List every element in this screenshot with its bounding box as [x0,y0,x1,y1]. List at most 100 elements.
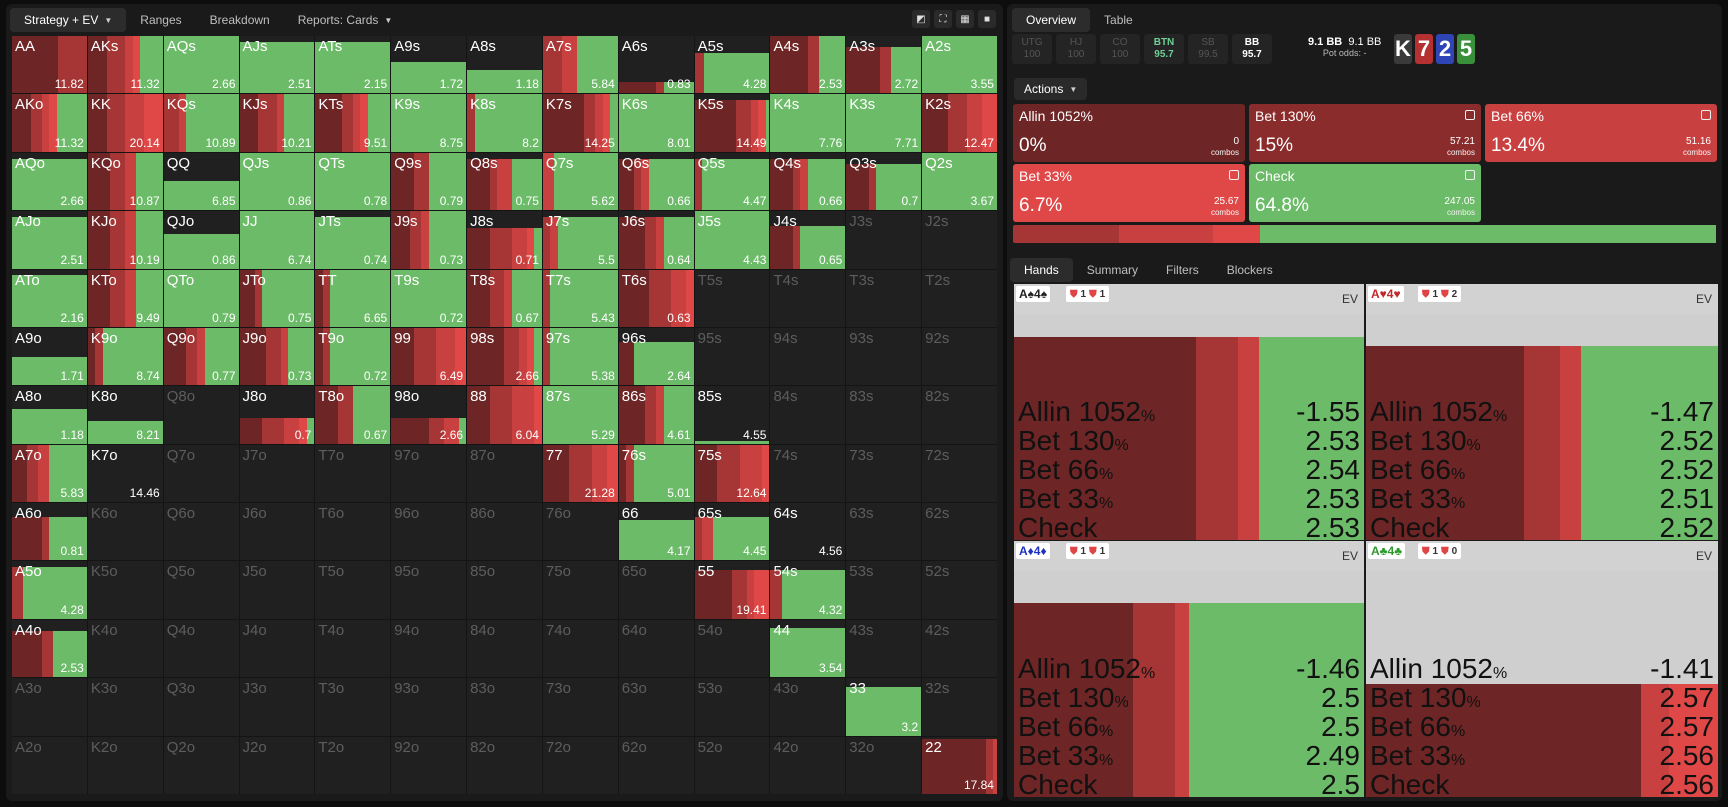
hand-cell-T4o[interactable]: T4o [315,619,391,678]
hand-cell-32s[interactable]: 32s [922,678,997,736]
hand-cell-AQs[interactable]: AQs 2.66 [163,36,239,94]
hand-cell-Q6o[interactable]: Q6o [163,503,239,561]
hand-cell-75s[interactable]: 75s 12.64 [694,444,770,503]
hand-cell-93o[interactable]: 93o [391,678,467,736]
hand-cell-K7s[interactable]: K7s 14.25 [542,94,618,152]
compress-icon[interactable]: ⛶ [934,10,952,28]
hand-cell-65s[interactable]: 65s 4.45 [694,503,770,561]
hand-cell-Q5s[interactable]: Q5s 4.47 [694,152,770,211]
hand-cell-85s[interactable]: 85s 4.55 [694,386,770,444]
hand-cell-98s[interactable]: 98s 2.66 [467,327,542,386]
hand-cell-44[interactable]: 44 3.54 [770,619,846,678]
hand-cell-97s[interactable]: 97s 5.38 [542,327,618,386]
hand-cell-Q2s[interactable]: Q2s 3.67 [922,152,997,211]
hand-cell-97o[interactable]: 97o [391,444,467,503]
hand-panel-4[interactable]: A♣4♣ ⛊ 1 ⛊ 0 EV Allin 1052% -1.41 Bet 130% 2.57 Be… [1366,541,1718,797]
hand-cell-92o[interactable]: 92o [391,736,467,794]
hand-cell-73o[interactable]: 73o [542,678,618,736]
tab-hands[interactable]: Hands [1010,258,1073,282]
hand-cell-96o[interactable]: 96o [391,503,467,561]
seat-utg[interactable]: UTG 100 [1012,34,1052,64]
hand-cell-K3s[interactable]: K3s 7.71 [846,94,922,152]
tab-filters[interactable]: Filters [1166,263,1199,277]
hand-cell-K6s[interactable]: K6s 8.01 [618,94,694,152]
hand-cell-22[interactable]: 22 17.84 [922,736,997,794]
hand-cell-A7s[interactable]: A7s 5.84 [542,36,618,94]
tab-overview[interactable]: Overview [1012,8,1091,32]
hand-cell-42o[interactable]: 42o [770,736,846,794]
hand-cell-J3s[interactable]: J3s [846,211,922,269]
hand-cell-K4s[interactable]: K4s 7.76 [770,94,846,152]
hand-cell-J4s[interactable]: J4s 0.65 [770,211,846,269]
hand-cell-K6o[interactable]: K6o [87,503,163,561]
hand-cell-75o[interactable]: 75o [542,561,618,619]
hand-cell-72s[interactable]: 72s [922,444,997,503]
hand-cell-T3s[interactable]: T3s [846,269,922,327]
hand-cell-T4s[interactable]: T4s [770,269,846,327]
hand-cell-J2o[interactable]: J2o [239,736,315,794]
hand-panel-1[interactable]: A♠4♠ ⛊ 1 ⛊ 1 EV Allin 1052% -1.55 Bet 130% 2.53 Be… [1014,284,1364,540]
hand-cell-A6s[interactable]: A6s 0.83 [618,36,694,94]
hand-cell-A4o[interactable]: A4o 2.53 [12,619,87,678]
hand-cell-63o[interactable]: 63o [618,678,694,736]
hand-cell-73s[interactable]: 73s [846,444,922,503]
hand-cell-76o[interactable]: 76o [542,503,618,561]
hand-cell-Q3s[interactable]: Q3s 0.7 [846,152,922,211]
hand-cell-T9o[interactable]: T9o 0.72 [315,327,391,386]
hand-cell-43s[interactable]: 43s [846,619,922,678]
hand-cell-83s[interactable]: 83s [846,386,922,444]
hand-cell-T5s[interactable]: T5s [694,269,770,327]
hand-cell-A8o[interactable]: A8o 1.18 [12,386,87,444]
hand-cell-86s[interactable]: 86s 4.61 [618,386,694,444]
details-icon[interactable] [1229,170,1239,180]
hand-cell-A4s[interactable]: A4s 2.53 [770,36,846,94]
hand-cell-33[interactable]: 33 3.2 [846,678,922,736]
hand-cell-42s[interactable]: 42s [922,619,997,678]
hand-cell-66[interactable]: 66 4.17 [618,503,694,561]
hand-cell-AQo[interactable]: AQo 2.66 [12,152,87,211]
details-icon[interactable] [1465,110,1475,120]
hand-cell-98o[interactable]: 98o 2.66 [391,386,467,444]
hand-cell-QTs[interactable]: QTs 0.78 [315,152,391,211]
hand-cell-Q9o[interactable]: Q9o 0.77 [163,327,239,386]
hand-cell-Q7o[interactable]: Q7o [163,444,239,503]
hand-cell-A9s[interactable]: A9s 1.72 [391,36,467,94]
hand-cell-QQ[interactable]: QQ 6.85 [163,152,239,211]
hand-cell-84s[interactable]: 84s [770,386,846,444]
hand-cell-T8s[interactable]: T8s 0.67 [467,269,542,327]
hand-cell-T7o[interactable]: T7o [315,444,391,503]
hand-cell-52s[interactable]: 52s [922,561,997,619]
hand-cell-Q2o[interactable]: Q2o [163,736,239,794]
tab-table[interactable]: Table [1104,13,1133,27]
details-icon[interactable] [1465,170,1475,180]
hand-cell-KTo[interactable]: KTo 9.49 [87,269,163,327]
hand-cell-A7o[interactable]: A7o 5.83 [12,444,87,503]
hand-cell-AJs[interactable]: AJs 2.51 [239,36,315,94]
hand-cell-87s[interactable]: 87s 5.29 [542,386,618,444]
hand-cell-K4o[interactable]: K4o [87,619,163,678]
hand-cell-K2s[interactable]: K2s 12.47 [922,94,997,152]
hand-cell-Q5o[interactable]: Q5o [163,561,239,619]
hand-cell-87o[interactable]: 87o [467,444,542,503]
hand-cell-92s[interactable]: 92s [922,327,997,386]
hand-cell-K8s[interactable]: K8s 8.2 [467,94,542,152]
hand-cell-94s[interactable]: 94s [770,327,846,386]
hand-cell-T8o[interactable]: T8o 0.67 [315,386,391,444]
hand-cell-Q4s[interactable]: Q4s 0.66 [770,152,846,211]
square-icon[interactable]: ■ [978,10,996,28]
hand-cell-J9o[interactable]: J9o 0.73 [239,327,315,386]
hand-cell-86o[interactable]: 86o [467,503,542,561]
hand-cell-T6o[interactable]: T6o [315,503,391,561]
hand-cell-53s[interactable]: 53s [846,561,922,619]
hand-cell-Q4o[interactable]: Q4o [163,619,239,678]
hand-cell-KQs[interactable]: KQs 10.89 [163,94,239,152]
action-card-bet-130-[interactable]: Bet 130% 15% 57.21 combos [1249,104,1481,162]
hand-cell-T5o[interactable]: T5o [315,561,391,619]
hand-cell-77[interactable]: 77 21.28 [542,444,618,503]
action-card-allin-1052-[interactable]: Allin 1052% 0% 0 combos [1013,104,1245,162]
tab-summary[interactable]: Summary [1086,263,1139,277]
hand-cell-J9s[interactable]: J9s 0.73 [391,211,467,269]
hand-cell-83o[interactable]: 83o [467,678,542,736]
hand-cell-A2s[interactable]: A2s 3.55 [922,36,997,94]
tab-ranges[interactable]: Ranges [126,8,195,32]
